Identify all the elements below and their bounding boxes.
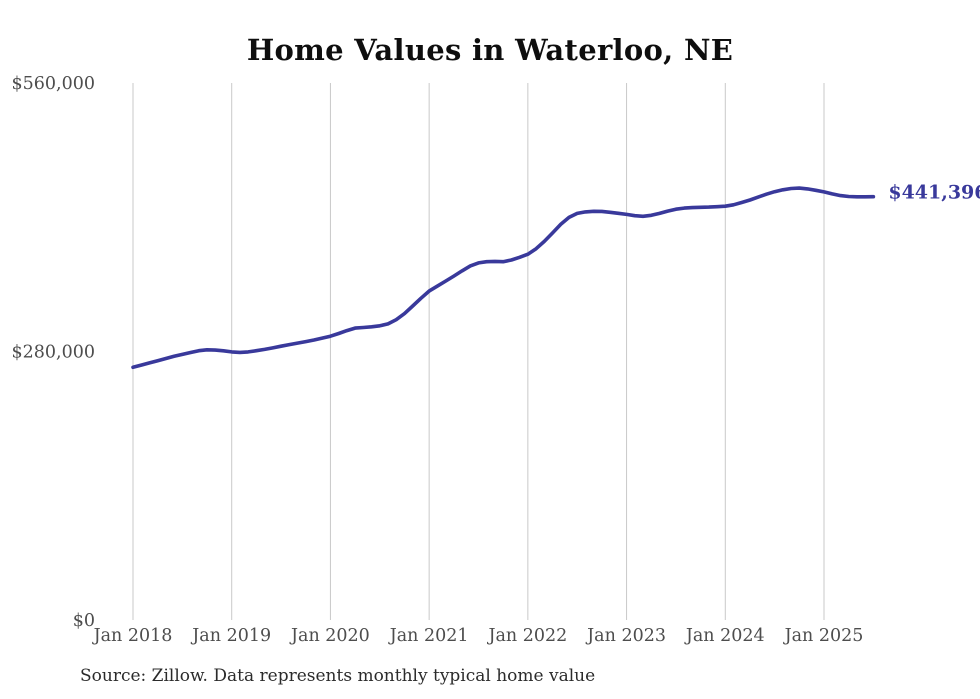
- chart-title: Home Values in Waterloo, NE: [246, 33, 734, 67]
- x-tick-label: Jan 2023: [585, 626, 666, 646]
- y-tick-label: $560,000: [11, 74, 95, 94]
- x-tick-label: Jan 2018: [92, 626, 173, 646]
- x-tick-label: Jan 2024: [684, 626, 765, 646]
- x-tick-label: Jan 2022: [486, 626, 567, 646]
- end-value-label: $441,396: [888, 182, 980, 204]
- y-tick-label: $0: [73, 611, 95, 631]
- x-tick-label: Jan 2021: [388, 626, 469, 646]
- x-tick-label: Jan 2025: [783, 626, 864, 646]
- source-note: Source: Zillow. Data represents monthly …: [80, 666, 596, 686]
- y-tick-label: $280,000: [11, 343, 95, 363]
- home-value-line: [131, 186, 876, 370]
- x-tick-label: Jan 2019: [190, 626, 271, 646]
- x-tick-label: Jan 2020: [289, 626, 370, 646]
